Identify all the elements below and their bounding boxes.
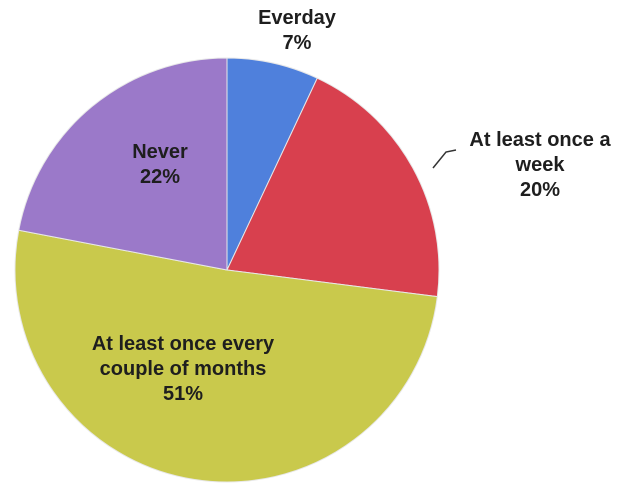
value-label: 20% xyxy=(519,179,561,201)
slice-label: Everday 7% xyxy=(237,6,357,56)
leader-line xyxy=(432,149,457,169)
value-label: 7% xyxy=(282,32,312,54)
value-label: 22% xyxy=(139,166,181,188)
category-label: At least once a week xyxy=(469,129,611,176)
slice-label: At least once every couple of months 51% xyxy=(88,332,278,407)
category-label: Everday xyxy=(258,7,336,29)
category-label: At least once every couple of months xyxy=(91,333,275,380)
slice-label: At least once a week 20% xyxy=(460,128,620,203)
category-label: Never xyxy=(132,141,188,163)
pie-slice xyxy=(226,77,440,298)
value-label: 51% xyxy=(162,383,204,405)
pie-slice xyxy=(14,229,438,483)
pie-slice xyxy=(18,57,228,271)
slice-label: Never 22% xyxy=(100,140,220,190)
